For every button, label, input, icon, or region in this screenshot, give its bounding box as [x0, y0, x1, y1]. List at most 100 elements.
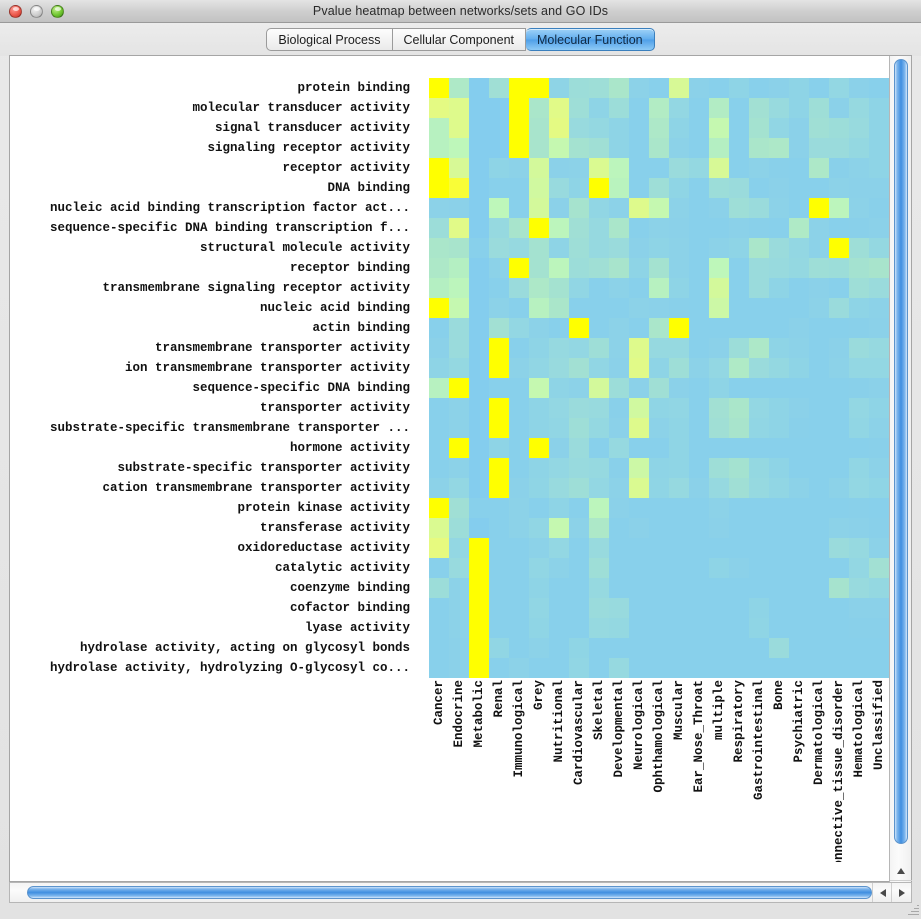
heatmap-cell[interactable]: [729, 538, 749, 558]
heatmap-cell[interactable]: [769, 438, 789, 458]
heatmap-cell[interactable]: [549, 518, 569, 538]
heatmap-cell[interactable]: [849, 478, 869, 498]
heatmap-cell[interactable]: [589, 658, 609, 678]
heatmap-cell[interactable]: [469, 458, 489, 478]
heatmap-cell[interactable]: [769, 498, 789, 518]
heatmap-cell[interactable]: [509, 478, 529, 498]
heatmap-cell[interactable]: [709, 218, 729, 238]
heatmap-cell[interactable]: [589, 438, 609, 458]
heatmap-cell[interactable]: [569, 98, 589, 118]
heatmap-cell[interactable]: [549, 558, 569, 578]
heatmap-cell[interactable]: [769, 418, 789, 438]
heatmap-cell[interactable]: [549, 498, 569, 518]
heatmap-cell[interactable]: [469, 218, 489, 238]
heatmap-cell[interactable]: [509, 318, 529, 338]
heatmap-cell[interactable]: [669, 618, 689, 638]
heatmap-cell[interactable]: [789, 438, 809, 458]
heatmap-cell[interactable]: [429, 218, 449, 238]
heatmap-cell[interactable]: [649, 118, 669, 138]
heatmap-cell[interactable]: [609, 538, 629, 558]
heatmap-cell[interactable]: [569, 438, 589, 458]
heatmap-cell[interactable]: [509, 658, 529, 678]
heatmap-cell[interactable]: [529, 618, 549, 638]
heatmap-cell[interactable]: [589, 358, 609, 378]
heatmap-cell[interactable]: [809, 178, 829, 198]
heatmap-cell[interactable]: [669, 398, 689, 418]
heatmap-cell[interactable]: [489, 598, 509, 618]
heatmap-cell[interactable]: [629, 318, 649, 338]
heatmap-cell[interactable]: [709, 278, 729, 298]
heatmap-cell[interactable]: [809, 138, 829, 158]
heatmap-cell[interactable]: [709, 398, 729, 418]
heatmap-cell[interactable]: [709, 478, 729, 498]
heatmap-cell[interactable]: [429, 138, 449, 158]
heatmap-cell[interactable]: [449, 538, 469, 558]
heatmap-cell[interactable]: [549, 238, 569, 258]
heatmap-cell[interactable]: [589, 78, 609, 98]
heatmap-cell[interactable]: [709, 298, 729, 318]
heatmap-cell[interactable]: [749, 238, 769, 258]
heatmap-cell[interactable]: [769, 238, 789, 258]
heatmap-cell[interactable]: [829, 318, 849, 338]
heatmap-cell[interactable]: [829, 398, 849, 418]
heatmap-cell[interactable]: [669, 558, 689, 578]
heatmap-cell[interactable]: [509, 578, 529, 598]
heatmap-cell[interactable]: [869, 178, 889, 198]
heatmap-cell[interactable]: [809, 558, 829, 578]
heatmap-cell[interactable]: [529, 118, 549, 138]
heatmap-cell[interactable]: [649, 658, 669, 678]
heatmap-cell[interactable]: [829, 378, 849, 398]
heatmap-cell[interactable]: [809, 398, 829, 418]
heatmap-cell[interactable]: [869, 558, 889, 578]
heatmap-cell[interactable]: [789, 158, 809, 178]
heatmap-cell[interactable]: [689, 518, 709, 538]
heatmap-cell[interactable]: [829, 198, 849, 218]
heatmap-cell[interactable]: [749, 198, 769, 218]
heatmap-cell[interactable]: [589, 478, 609, 498]
heatmap-cell[interactable]: [789, 198, 809, 218]
heatmap-cell[interactable]: [589, 558, 609, 578]
heatmap-cell[interactable]: [669, 178, 689, 198]
heatmap-cell[interactable]: [469, 158, 489, 178]
heatmap-cell[interactable]: [849, 618, 869, 638]
heatmap-cell[interactable]: [529, 658, 549, 678]
heatmap-cell[interactable]: [489, 498, 509, 518]
heatmap-cell[interactable]: [609, 498, 629, 518]
heatmap-cell[interactable]: [749, 318, 769, 338]
heatmap-cell[interactable]: [809, 518, 829, 538]
heatmap-cell[interactable]: [769, 598, 789, 618]
heatmap-cell[interactable]: [609, 298, 629, 318]
heatmap-cell[interactable]: [749, 118, 769, 138]
heatmap-cell[interactable]: [809, 118, 829, 138]
heatmap-cell[interactable]: [649, 378, 669, 398]
heatmap-cell[interactable]: [869, 378, 889, 398]
heatmap-cell[interactable]: [629, 258, 649, 278]
heatmap-cell[interactable]: [749, 438, 769, 458]
heatmap-cell[interactable]: [449, 178, 469, 198]
heatmap-cell[interactable]: [829, 98, 849, 118]
heatmap-cell[interactable]: [469, 558, 489, 578]
heatmap-cell[interactable]: [669, 538, 689, 558]
heatmap-cell[interactable]: [549, 318, 569, 338]
heatmap-cell[interactable]: [789, 578, 809, 598]
heatmap-cell[interactable]: [869, 618, 889, 638]
heatmap-cell[interactable]: [749, 218, 769, 238]
heatmap-cell[interactable]: [709, 138, 729, 158]
heatmap-cell[interactable]: [869, 438, 889, 458]
heatmap-cell[interactable]: [669, 418, 689, 438]
heatmap-cell[interactable]: [769, 178, 789, 198]
heatmap-cell[interactable]: [729, 178, 749, 198]
heatmap-cell[interactable]: [669, 138, 689, 158]
heatmap-cell[interactable]: [469, 198, 489, 218]
heatmap-cell[interactable]: [549, 218, 569, 238]
heatmap-cell[interactable]: [789, 258, 809, 278]
heatmap-cell[interactable]: [469, 518, 489, 538]
heatmap-cell[interactable]: [529, 218, 549, 238]
heatmap-cell[interactable]: [589, 538, 609, 558]
heatmap-cell[interactable]: [749, 258, 769, 278]
heatmap-cell[interactable]: [509, 618, 529, 638]
heatmap-cell[interactable]: [529, 418, 549, 438]
heatmap-cell[interactable]: [729, 158, 749, 178]
heatmap-cell[interactable]: [729, 618, 749, 638]
heatmap-cell[interactable]: [689, 558, 709, 578]
